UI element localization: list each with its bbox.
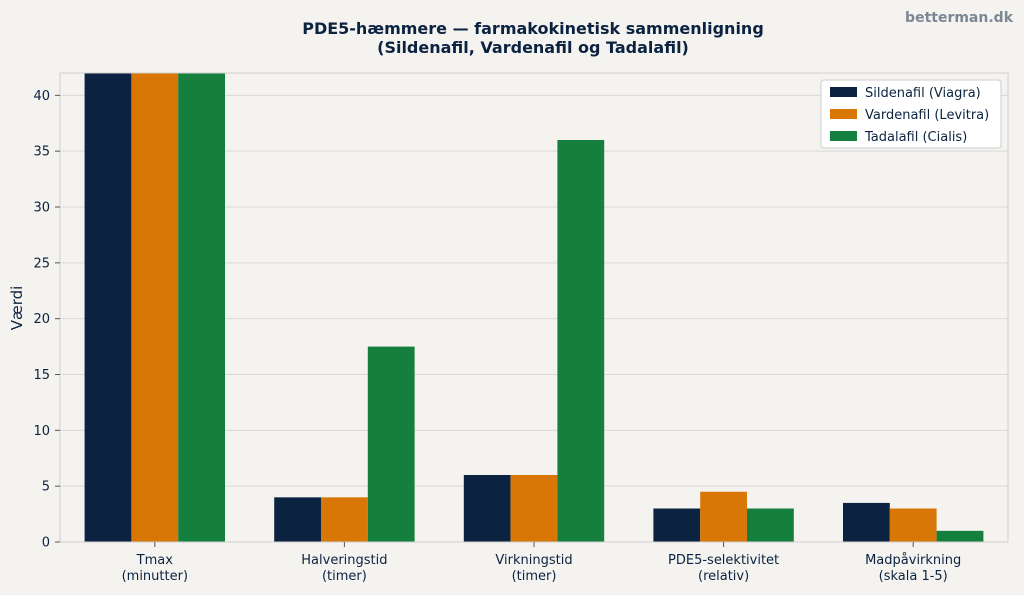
bar: [936, 530, 984, 542]
y-axis-label: Værdi: [8, 286, 26, 331]
bar: [367, 346, 415, 542]
x-tick-label: PDE5-selektivitet: [668, 553, 779, 568]
y-tick-label: 30: [33, 201, 50, 216]
x-tick-label: (relativ): [698, 569, 749, 584]
bars-layer: [84, 73, 984, 542]
x-tick-label: (skala 1-5): [879, 569, 948, 584]
bar: [843, 502, 890, 542]
x-tick-label: Tmax: [136, 553, 174, 568]
legend-entry: Tadalafil (Cialis): [864, 130, 967, 145]
x-tick-label: Halveringstid: [301, 553, 387, 568]
bar: [700, 491, 747, 542]
x-tick-label: (timer): [512, 569, 557, 584]
bar: [274, 497, 321, 542]
y-tick-label: 20: [33, 312, 50, 327]
bar: [747, 508, 794, 542]
y-tick-label: 5: [42, 480, 50, 495]
chart-title: PDE5-hæmmere — farmakokinetisk sammenlig…: [302, 19, 764, 38]
bar: [557, 140, 605, 542]
x-axis-ticks: Tmax(minutter)Halveringstid(timer)Virkni…: [122, 542, 961, 584]
y-tick-label: 15: [33, 368, 50, 383]
y-tick-label: 35: [33, 145, 50, 160]
legend-entry: Vardenafil (Levitra): [865, 108, 989, 123]
bar: [463, 475, 511, 542]
bar: [84, 73, 132, 542]
bar: [321, 497, 368, 542]
legend-swatch: [830, 87, 857, 97]
bar: [510, 475, 558, 542]
y-tick-label: 0: [42, 536, 50, 551]
legend-swatch: [830, 131, 857, 141]
chart-subtitle: (Sildenafil, Vardenafil og Tadalafil): [377, 38, 689, 57]
x-tick-label: Madpåvirkning: [865, 553, 961, 568]
bar: [653, 508, 701, 542]
legend-entry: Sildenafil (Viagra): [865, 86, 981, 101]
legend-swatch: [830, 109, 857, 119]
brand-watermark: betterman.dk: [905, 10, 1014, 26]
y-axis-ticks: 0 5 10 15 20 25 30 35 40: [33, 89, 60, 551]
x-tick-label: (minutter): [122, 569, 188, 584]
x-tick-label: Virkningstid: [495, 553, 572, 568]
bar: [178, 73, 225, 542]
bar: [889, 508, 937, 542]
bar: [131, 73, 179, 542]
y-tick-label: 25: [33, 256, 50, 271]
legend-box: [820, 79, 1002, 149]
legend: Sildenafil (Viagra) Vardenafil (Levitra) T…: [820, 79, 1002, 149]
x-tick-label: (timer): [322, 569, 367, 584]
y-tick-label: 10: [33, 424, 50, 439]
y-tick-label: 40: [33, 89, 50, 104]
